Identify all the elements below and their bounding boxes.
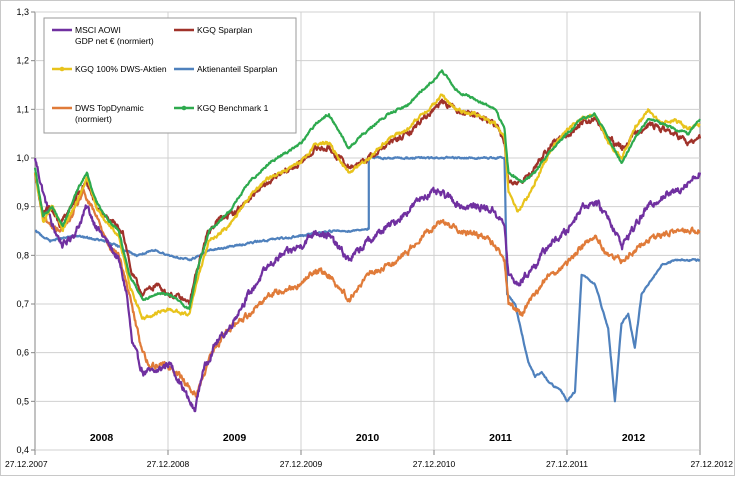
year-label: 2009 bbox=[223, 432, 247, 444]
y-tick-label: 0,9 bbox=[16, 202, 29, 212]
legend-label: KGQ 100% DWS-Aktien bbox=[75, 64, 167, 74]
y-tick-label: 0,4 bbox=[16, 445, 29, 455]
legend-label: GDP net € (normiert) bbox=[75, 36, 154, 46]
x-tick-label: 27.12.2011 bbox=[546, 459, 588, 469]
x-tick-label: 27.12.2010 bbox=[413, 459, 456, 469]
y-tick-label: 0,5 bbox=[16, 396, 29, 406]
y-tick-label: 1,0 bbox=[16, 153, 29, 163]
series-line-3 bbox=[34, 155, 701, 403]
x-tick-label: 27.12.2012 bbox=[690, 459, 733, 469]
year-label: 2012 bbox=[622, 432, 646, 444]
legend-marker bbox=[59, 66, 65, 72]
series-line-5 bbox=[33, 69, 701, 310]
series-line-4 bbox=[33, 172, 701, 398]
legend-label: (normiert) bbox=[75, 114, 112, 124]
y-tick-label: 1,3 bbox=[16, 7, 29, 17]
year-label: 2010 bbox=[356, 432, 380, 444]
y-tick-label: 0,7 bbox=[16, 299, 29, 309]
legend-label: MSCI AOWI bbox=[75, 25, 121, 35]
legend-label: Aktienanteil Sparplan bbox=[197, 64, 278, 74]
legend-marker bbox=[181, 105, 187, 111]
legend-label: DWS TopDynamic bbox=[75, 103, 145, 113]
series-line-0 bbox=[33, 157, 702, 413]
year-label: 2008 bbox=[90, 432, 114, 444]
year-label: 2011 bbox=[489, 432, 512, 444]
legend-label: KGQ Sparplan bbox=[197, 25, 253, 35]
y-tick-label: 0,6 bbox=[16, 348, 29, 358]
x-tick-label: 27.12.2008 bbox=[147, 459, 190, 469]
y-tick-label: 0,8 bbox=[16, 250, 29, 260]
legend-label: KGQ Benchmark 1 bbox=[197, 103, 269, 113]
x-tick-label: 27.12.2007 bbox=[5, 459, 48, 469]
y-tick-label: 1,2 bbox=[16, 56, 29, 66]
legend-box bbox=[43, 17, 297, 134]
y-tick-label: 1,1 bbox=[16, 104, 29, 114]
x-tick-label: 27.12.2009 bbox=[280, 459, 323, 469]
